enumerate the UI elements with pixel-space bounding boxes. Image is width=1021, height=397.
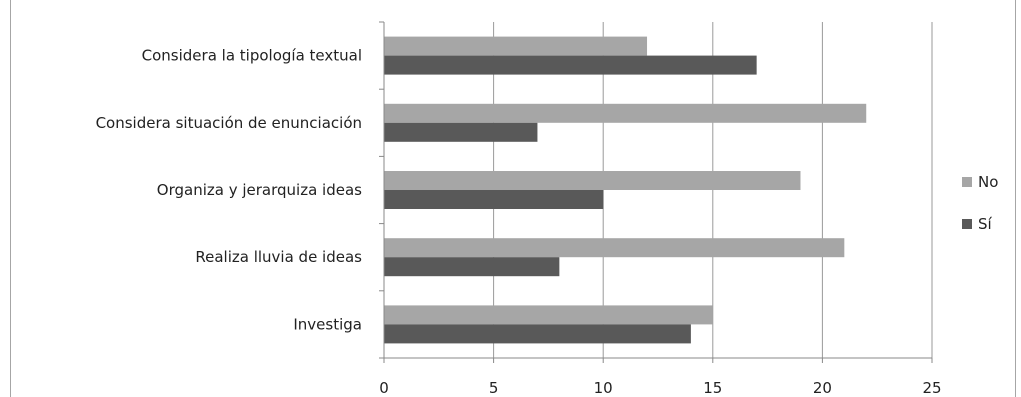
chart-frame: [10, 0, 1016, 397]
x-tick-label-15: 15: [703, 379, 722, 397]
category-label-3: Realiza lluvia de ideas: [195, 248, 362, 266]
bar-No-2: [384, 171, 801, 190]
legend-label-No: No: [978, 173, 998, 191]
legend-label-Sí: Sí: [978, 215, 993, 233]
x-tick-label-20: 20: [813, 379, 832, 397]
bar-No-4: [384, 305, 713, 325]
legend-swatch-No: [962, 177, 972, 187]
axes: [379, 21, 933, 363]
bars: [384, 36, 867, 344]
bar-Sí-2: [384, 190, 604, 209]
x-tick-label-25: 25: [922, 379, 941, 397]
bar-Sí-3: [384, 257, 560, 277]
category-label-1: Considera situación de enunciación: [96, 114, 362, 132]
legend-swatch-Sí: [962, 219, 972, 229]
bar-No-0: [384, 36, 648, 56]
bar-Sí-4: [384, 324, 691, 344]
category-label-4: Investiga: [293, 315, 362, 333]
category-label-2: Organiza y jerarquiza ideas: [157, 181, 362, 199]
category-labels: Considera la tipología textual Considera …: [96, 47, 363, 334]
bar-No-1: [384, 103, 867, 123]
bar-No-3: [384, 238, 845, 258]
x-tick-label-5: 5: [489, 379, 499, 397]
x-tick-label-10: 10: [594, 379, 613, 397]
bar-Sí-0: [384, 55, 757, 75]
category-label-0: Considera la tipología textual: [142, 47, 362, 65]
x-tick-labels: 0 5 10 15 20 25: [379, 379, 941, 397]
x-tick-label-0: 0: [379, 379, 389, 397]
bar-Sí-1: [384, 122, 538, 142]
legend: No Sí: [962, 173, 998, 233]
